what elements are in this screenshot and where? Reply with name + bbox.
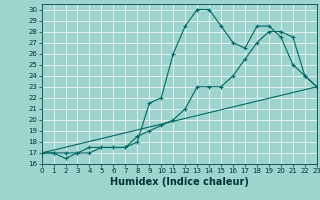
X-axis label: Humidex (Indice chaleur): Humidex (Indice chaleur) <box>110 177 249 187</box>
